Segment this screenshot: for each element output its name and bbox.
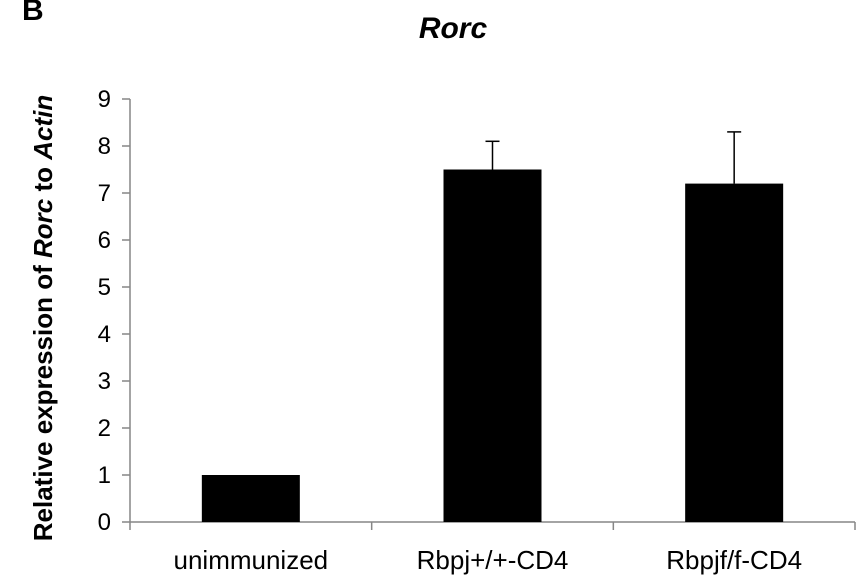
y-tick-label-7: 7 — [98, 180, 111, 207]
bar-0 — [201, 475, 300, 522]
y-axis-label-middle: to — [28, 160, 58, 199]
y-tick-label-0: 0 — [98, 509, 111, 536]
y-tick-label-8: 8 — [98, 133, 111, 160]
y-tick-label-9: 9 — [98, 86, 111, 113]
plot-area: 0 1 2 3 4 5 6 7 8 9 unimmunized Rbpj+/+-CD4 Rbpjf/f-… — [98, 86, 856, 575]
y-axis-label-gene: Rorc — [28, 198, 58, 258]
y-tick-label-1: 1 — [98, 462, 111, 489]
bar-2 — [685, 183, 784, 522]
y-tick-label-6: 6 — [98, 227, 111, 254]
y-tick-label-4: 4 — [98, 321, 111, 348]
chart-title: Rorc — [419, 12, 488, 45]
y-axis-label-reference: Actin — [28, 95, 58, 161]
y-axis-label-prefix: Relative expression of — [28, 258, 58, 541]
y-axis-label: Relative expression of Rorc to Actin — [28, 95, 58, 541]
y-tick-label-3: 3 — [98, 368, 111, 395]
x-tick-label-0: unimmunized — [174, 545, 329, 575]
panel-label: B — [22, 0, 44, 27]
x-tick-label-2: Rbpjf/f-CD4 — [666, 545, 802, 575]
bar-1 — [443, 169, 542, 522]
y-tick-label-5: 5 — [98, 274, 111, 301]
y-tick-label-2: 2 — [98, 415, 111, 442]
x-tick-label-1: Rbpj+/+-CD4 — [417, 545, 569, 575]
